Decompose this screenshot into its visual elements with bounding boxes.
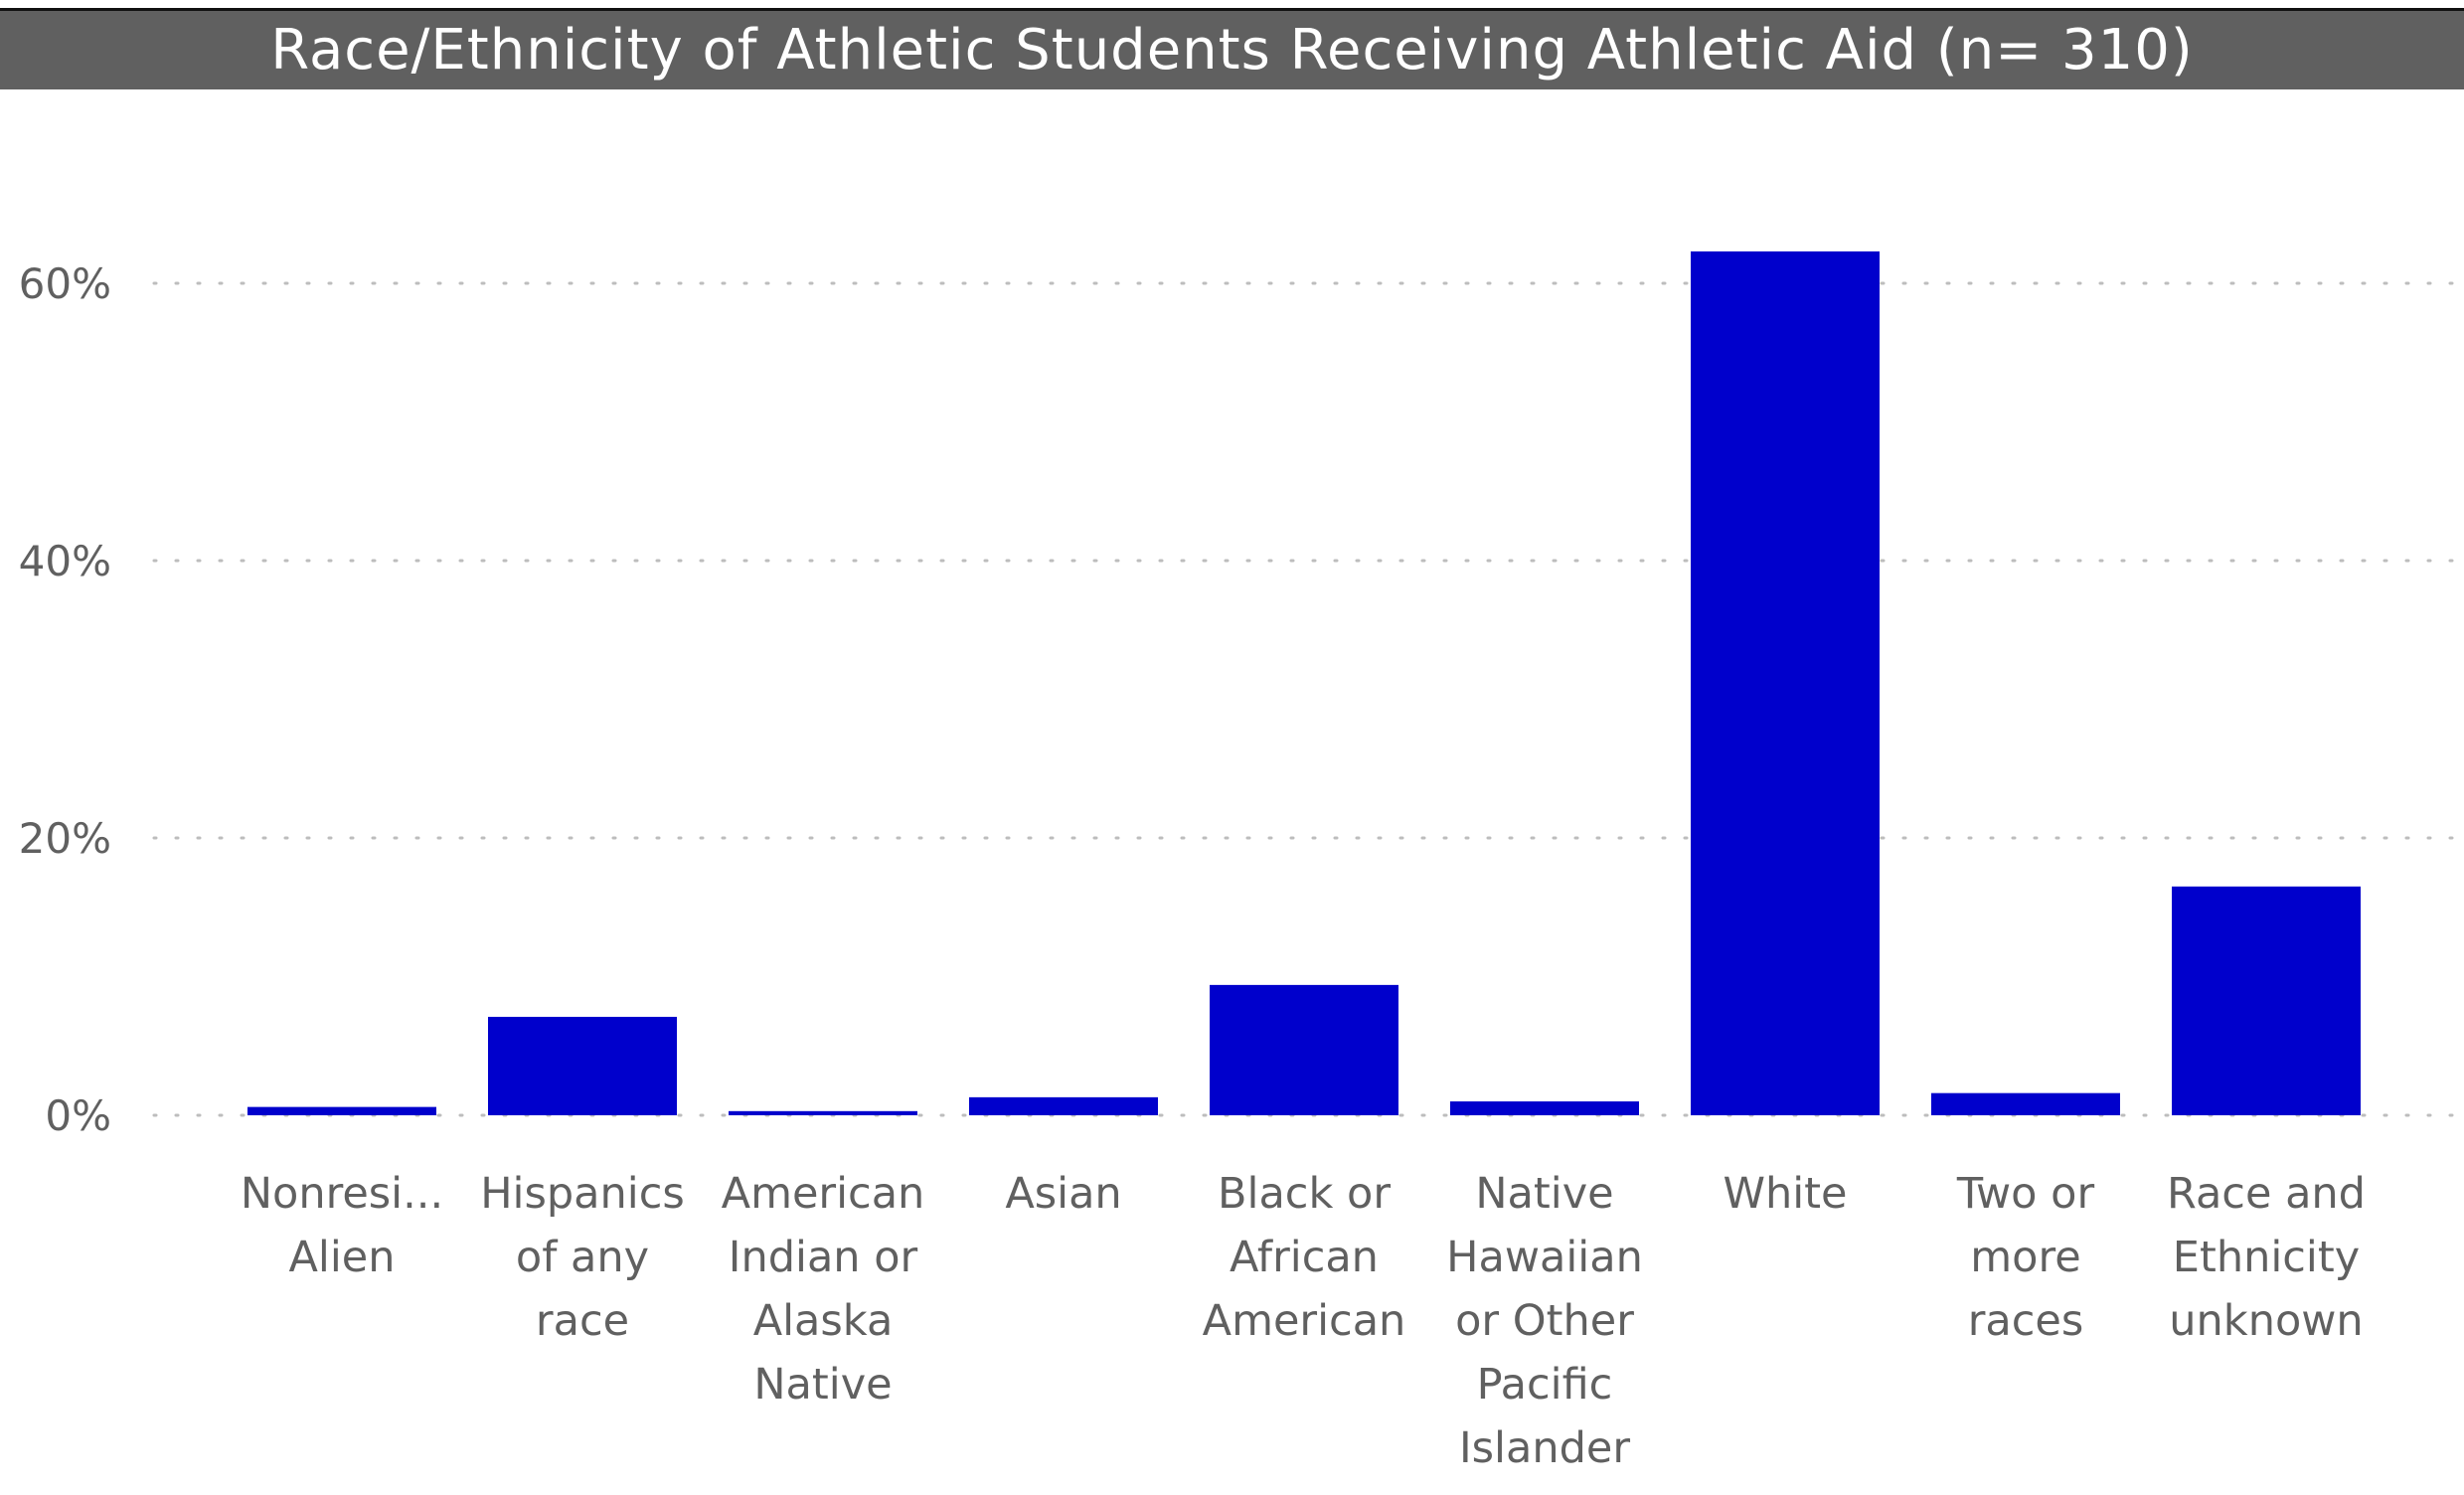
x-category-label: White xyxy=(1723,1169,1847,1219)
x-category-label: Nonresi... Alien xyxy=(241,1169,443,1282)
x-category-label: Two or more races xyxy=(1956,1169,2095,1346)
bar[interactable] xyxy=(247,1106,436,1115)
bar[interactable] xyxy=(1931,1092,2120,1115)
x-category-label: Native Hawaiian or Other Pacific Islander xyxy=(1446,1169,1643,1473)
x-category-label: Asian xyxy=(1005,1169,1121,1219)
bars xyxy=(247,250,2361,1116)
y-axis-ticks: 0% 20% 40% 60% xyxy=(19,259,111,1140)
x-axis-categories: Nonresi... Alien Hispanics of any raceAmeric… xyxy=(241,1169,2366,1473)
x-category-label: American Indian or Alaska Native xyxy=(722,1169,925,1410)
chart-title: Race/Ethnicity of Athletic Students Rece… xyxy=(270,18,2194,83)
bar[interactable] xyxy=(1210,984,1398,1115)
y-tick-label: 40% xyxy=(19,537,111,585)
chart-title-bar: Race/Ethnicity of Athletic Students Rece… xyxy=(0,8,2464,89)
bar[interactable] xyxy=(969,1096,1158,1115)
y-tick-label: 60% xyxy=(19,259,111,308)
bar[interactable] xyxy=(1450,1101,1639,1115)
bar[interactable] xyxy=(729,1110,917,1115)
y-tick-label: 0% xyxy=(45,1091,111,1140)
x-category-label: Hispanics of any race xyxy=(480,1169,685,1346)
bar[interactable] xyxy=(2172,886,2361,1115)
y-tick-label: 20% xyxy=(19,814,111,863)
x-category-label: Race and Ethnicity unknown xyxy=(2167,1169,2366,1346)
bar[interactable] xyxy=(488,1016,677,1115)
x-category-label: Black or African American xyxy=(1203,1169,1406,1346)
bar[interactable] xyxy=(1691,250,1880,1116)
